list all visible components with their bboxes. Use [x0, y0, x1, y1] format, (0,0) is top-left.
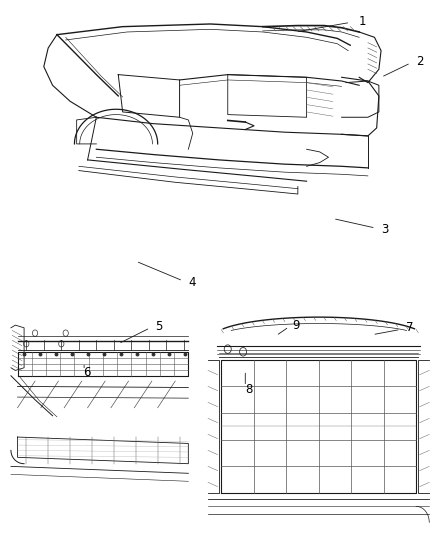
Text: 5: 5: [155, 320, 163, 333]
Text: 7: 7: [406, 321, 414, 334]
Text: 1: 1: [359, 15, 367, 28]
Text: 8: 8: [245, 383, 253, 395]
Text: 9: 9: [293, 319, 300, 332]
Text: 6: 6: [83, 366, 91, 378]
Text: 4: 4: [188, 276, 196, 289]
Text: 2: 2: [416, 55, 424, 68]
Text: 3: 3: [381, 223, 389, 236]
